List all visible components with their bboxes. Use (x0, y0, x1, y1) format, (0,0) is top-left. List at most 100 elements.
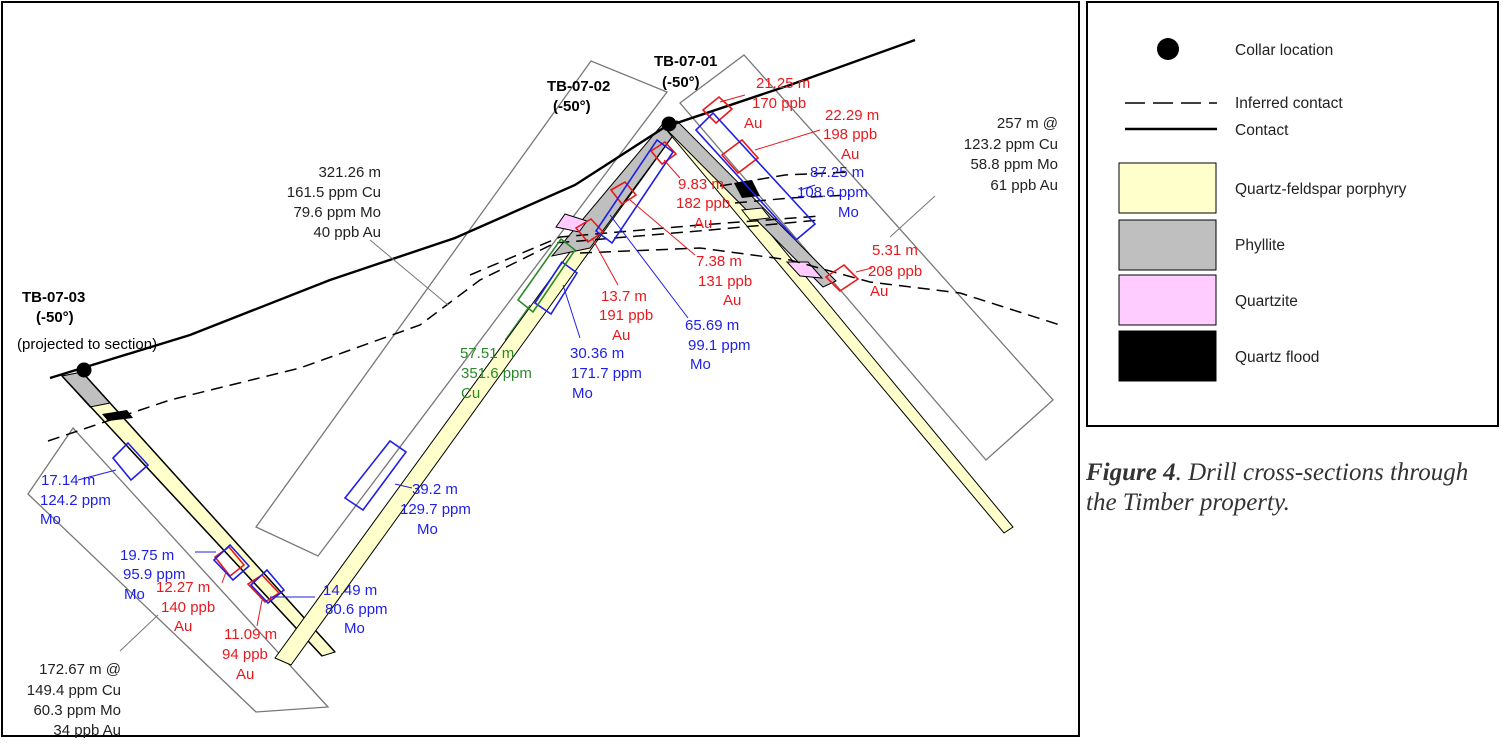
leader-m4 (394, 483, 413, 489)
summary-tb0703-line2: 149.4 ppm Cu (27, 682, 121, 699)
leader-m5 (77, 469, 117, 481)
leader-m1 (799, 184, 816, 191)
legend-quartzite-swatch (1118, 274, 1217, 326)
interval-m7-length: 14.49 m (323, 582, 377, 599)
contact-line (49, 38, 916, 380)
interval-a5-element: Au (612, 327, 630, 344)
interval-m4-length: 39.2 m (412, 481, 458, 498)
interval-m5-length: 17.14 m (41, 472, 95, 489)
interval-a4-element: Au (723, 292, 741, 309)
interval-box-a2 (720, 138, 760, 175)
interval-a8-value: 94 ppb (222, 646, 268, 663)
interval-box-a4 (609, 180, 638, 206)
interval-a8-element: Au (236, 666, 254, 683)
leader-summary-tb0702 (369, 239, 449, 306)
interval-m3-value: 171.7 ppm (571, 365, 642, 382)
legend-label-phyllite: Phyllite (1235, 237, 1285, 254)
summary-tb0701-line1: 257 m @ (997, 115, 1058, 132)
legend-porphyry-swatch (1118, 162, 1217, 214)
interval-m5-value: 124.2 ppm (40, 492, 111, 509)
hole-id-tb0701: TB-07-01 (654, 53, 717, 70)
interval-m1-length: 87.25 m (810, 164, 864, 181)
interval-a2-length: 22.29 m (825, 107, 879, 124)
leader-a7 (221, 571, 227, 584)
tb0703-quartz-flood (102, 410, 133, 421)
interval-m5-element: Mo (40, 511, 61, 528)
legend-quartz-flood-swatch (1118, 330, 1217, 382)
legend-label-quartzite: Quartzite (1235, 293, 1298, 310)
leader-a8 (256, 599, 263, 627)
figure-caption: Figure 4. Drill cross-sections through t… (1086, 458, 1496, 518)
hole-dip-tb0701: (-50°) (662, 74, 700, 91)
interval-box-a5 (574, 217, 605, 244)
legend-collar-symbol (1157, 38, 1179, 60)
hole-dip-tb0703: (-50°) (36, 309, 74, 326)
interval-c1-length: 57.51 m (460, 345, 514, 362)
interval-a7-element: Au (174, 618, 192, 635)
interval-m7-value: 80.6 ppm (325, 601, 388, 618)
interval-a3-element: Au (694, 215, 712, 232)
interval-box-m1 (694, 111, 817, 242)
interval-a6-length: 5.31 m (872, 242, 918, 259)
interval-a8-length: 11.09 m (224, 626, 277, 643)
interval-box-m3 (533, 260, 579, 316)
interval-a6-element: Au (870, 283, 888, 300)
interval-m3-length: 30.36 m (570, 345, 624, 362)
hole-note-tb0703: (projected to section) (17, 336, 157, 353)
tb0701-porphyry-lens (741, 207, 771, 221)
interval-a1-element: Au (744, 115, 762, 132)
interval-a5-length: 13.7 m (601, 288, 647, 305)
interval-m6-element: Mo (124, 586, 145, 603)
interval-m3-element: Mo (572, 385, 593, 402)
tb0701-envelope (679, 54, 1054, 461)
legend-label-porphyry: Quartz-feldspar porphyry (1235, 181, 1407, 198)
interval-a1-value: 170 ppb (752, 95, 806, 112)
legend-label-inferred-contact: Inferred contact (1235, 95, 1343, 112)
leader-a3 (663, 159, 681, 179)
summary-tb0703-line4: 34 ppb Au (53, 722, 121, 738)
interval-m2-element: Mo (690, 356, 711, 373)
leader-a6 (855, 267, 873, 273)
interval-a7-value: 140 ppb (161, 599, 215, 616)
summary-tb0703-line3: 60.3 ppm Mo (33, 702, 121, 719)
interval-a4-length: 7.38 m (696, 253, 742, 270)
interval-c1-element: Cu (461, 385, 480, 402)
interval-a2-value: 198 ppb (823, 126, 877, 143)
interval-a7-length: 12.27 m (156, 579, 210, 596)
interval-m1-element: Mo (838, 204, 859, 221)
summary-tb0702-line4: 40 ppb Au (313, 224, 381, 241)
hole-id-tb0702: TB-07-02 (547, 78, 610, 95)
inferred-contact-2 (469, 215, 821, 276)
summary-tb0703-line1: 172.67 m @ (39, 661, 121, 678)
legend-label-quartz-flood: Quartz flood (1235, 349, 1319, 366)
interval-box-m6 (212, 543, 251, 582)
leader-summary-tb0703 (119, 614, 159, 652)
summary-tb0702-line2: 161.5 ppm Cu (287, 184, 381, 201)
hole-dip-tb0702: (-50°) (553, 98, 591, 115)
collar-tb0703 (76, 362, 92, 378)
section-frame (1, 1, 1080, 737)
inferred-contact-4 (719, 171, 851, 187)
interval-a4-value: 131 ppb (698, 273, 752, 290)
summary-tb0701-line3: 58.8 ppm Mo (970, 156, 1058, 173)
legend-label-contact: Contact (1235, 122, 1289, 139)
interval-a3-length: 9.83 m (678, 176, 724, 193)
tb0703-envelope (27, 426, 330, 713)
legend-phyllite-swatch (1118, 219, 1217, 271)
leader-c1 (504, 304, 531, 341)
leader-a2 (754, 129, 821, 151)
interval-box-m7 (249, 568, 286, 605)
interval-a3-value: 182 ppb (676, 195, 730, 212)
tb0703-trace-edge-left (61, 375, 323, 657)
interval-box-a3 (649, 140, 678, 166)
interval-m2-length: 65.69 m (685, 317, 739, 334)
interval-box-m5 (111, 441, 150, 482)
legend-label-collar: Collar location (1235, 42, 1333, 59)
figure-caption-text: . Drill cross-sections through the Timbe… (1086, 459, 1469, 516)
leader-a4 (629, 199, 696, 256)
tb0702-envelope (255, 60, 669, 557)
summary-tb0701-line2: 123.2 ppm Cu (964, 136, 1058, 153)
collar-tb0702-tb0701 (661, 116, 677, 132)
interval-m6-length: 19.75 m (120, 547, 174, 564)
